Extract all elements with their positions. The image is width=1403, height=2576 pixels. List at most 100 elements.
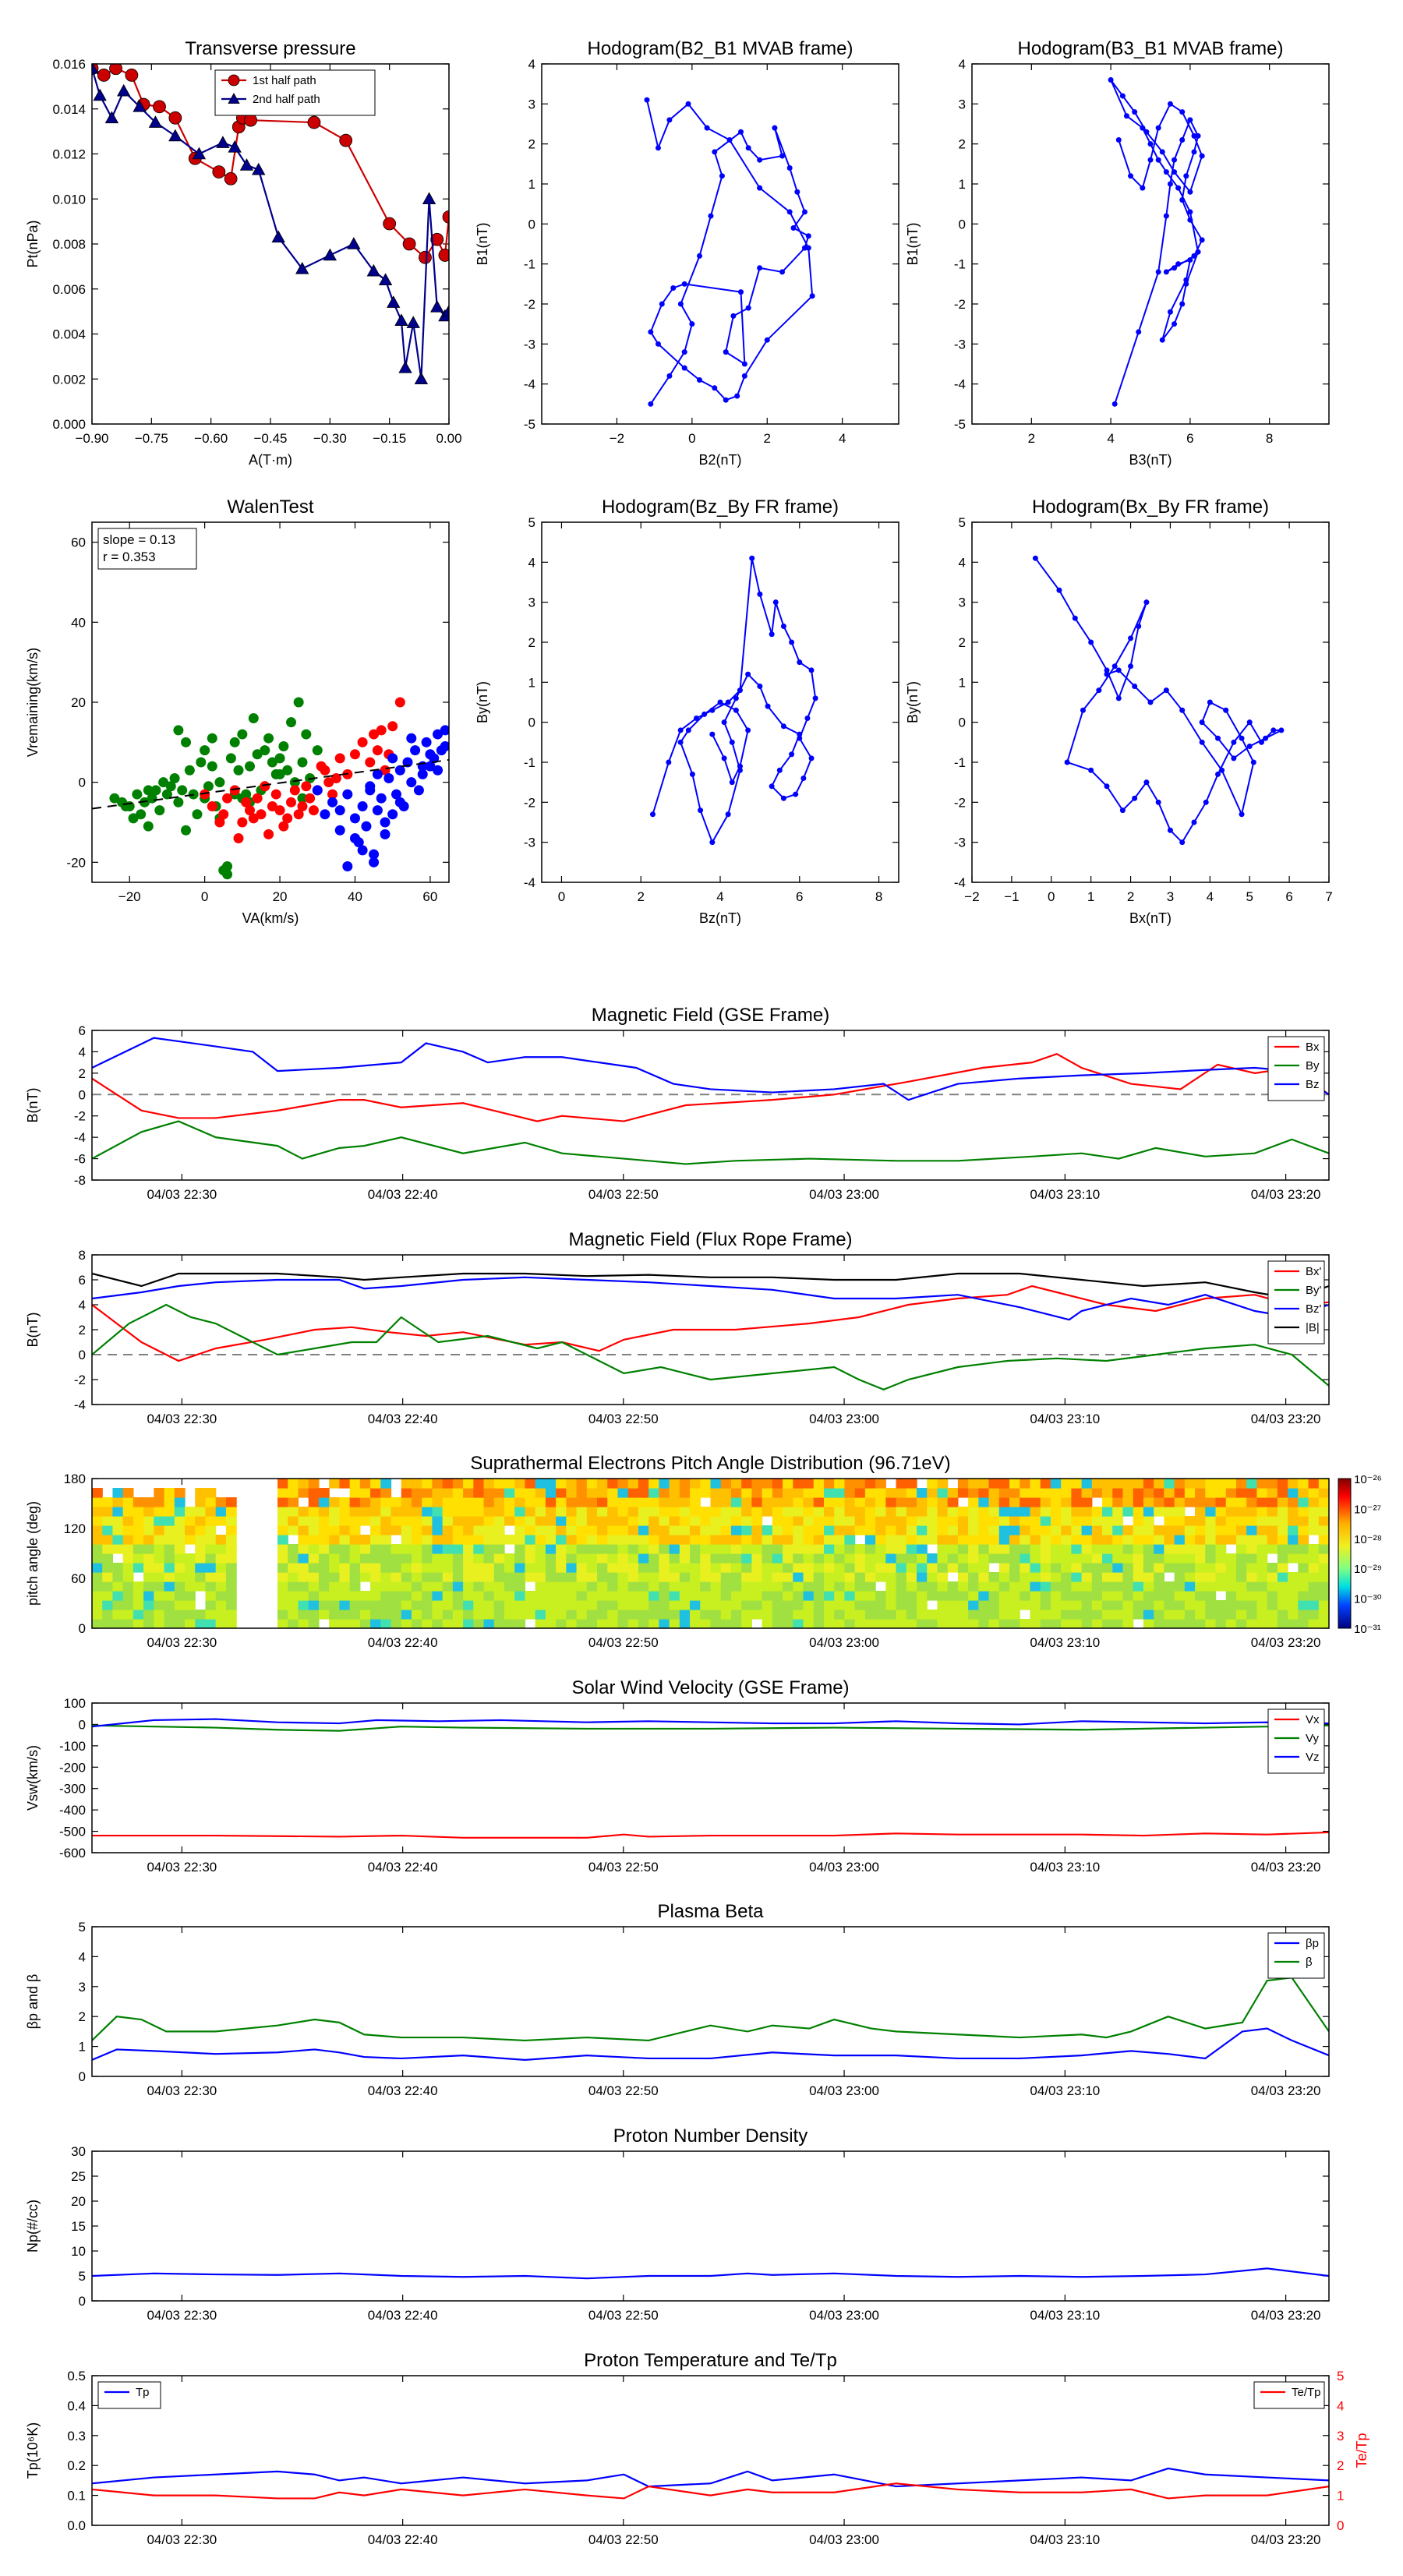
heatmap-cell bbox=[1225, 1516, 1237, 1526]
data-point bbox=[334, 805, 345, 816]
heatmap-cell bbox=[1318, 1619, 1329, 1628]
heatmap-cell bbox=[154, 1619, 165, 1628]
heatmap-cell bbox=[215, 1516, 227, 1526]
heatmap-cell bbox=[1050, 1600, 1062, 1610]
x-tick-label: −20 bbox=[118, 889, 141, 904]
data-point bbox=[278, 821, 289, 832]
heatmap-cell bbox=[864, 1488, 876, 1498]
data-point bbox=[1159, 337, 1165, 343]
heatmap-cell bbox=[1102, 1488, 1113, 1498]
heatmap-cell bbox=[1298, 1563, 1309, 1573]
heatmap-cell bbox=[370, 1572, 381, 1582]
data-point bbox=[406, 733, 417, 744]
heatmap-cell bbox=[669, 1516, 680, 1526]
legend-label: Bx' bbox=[1306, 1265, 1322, 1278]
heatmap-cell bbox=[762, 1479, 773, 1489]
heatmap-cell bbox=[875, 1488, 886, 1498]
heatmap-cell bbox=[968, 1497, 979, 1507]
heatmap-cell bbox=[1308, 1610, 1320, 1620]
heatmap-cell bbox=[793, 1600, 804, 1610]
heatmap-cell bbox=[1277, 1610, 1288, 1620]
heatmap-cell bbox=[1102, 1581, 1113, 1592]
heatmap-cell bbox=[1009, 1479, 1020, 1489]
data-point bbox=[808, 667, 815, 673]
heatmap-cell bbox=[1091, 1525, 1103, 1535]
heatmap-cell bbox=[215, 1497, 227, 1507]
heatmap-cell bbox=[1091, 1507, 1103, 1517]
heatmap-cell bbox=[1184, 1488, 1196, 1498]
heatmap-cell bbox=[514, 1581, 526, 1592]
heatmap-cell bbox=[1133, 1488, 1144, 1498]
heatmap-cell bbox=[1020, 1516, 1031, 1526]
legend-label: Vx bbox=[1306, 1713, 1320, 1726]
x-tick-label: 04/03 23:10 bbox=[1030, 2532, 1100, 2547]
data-point bbox=[440, 740, 449, 751]
heatmap-cell bbox=[380, 1553, 392, 1564]
heatmap-cell bbox=[504, 1591, 515, 1601]
heatmap-cell bbox=[1133, 1516, 1144, 1526]
heatmap-cell bbox=[597, 1591, 608, 1601]
data-point bbox=[779, 153, 786, 159]
chart-transverse_pressure: Transverse pressure0.0000.0020.0040.0060… bbox=[25, 38, 462, 468]
chart-title: Hodogram(Bz_By FR frame) bbox=[602, 496, 839, 518]
data-point bbox=[307, 115, 321, 129]
heatmap-cell bbox=[957, 1488, 969, 1498]
data-point bbox=[369, 849, 380, 860]
heatmap-cell bbox=[205, 1619, 217, 1628]
heatmap-cell bbox=[917, 1544, 928, 1554]
data-point bbox=[440, 725, 449, 736]
heatmap-cell bbox=[586, 1610, 598, 1620]
heatmap-cell bbox=[514, 1497, 526, 1507]
heatmap-cell bbox=[793, 1525, 804, 1535]
heatmap-cell bbox=[1071, 1563, 1083, 1573]
data-point bbox=[425, 749, 436, 760]
heatmap-cell bbox=[1298, 1507, 1309, 1517]
heatmap-cell bbox=[793, 1581, 804, 1592]
heatmap-cell bbox=[906, 1581, 917, 1592]
heatmap-cell bbox=[1133, 1507, 1144, 1517]
heatmap-cell bbox=[1195, 1516, 1206, 1526]
heatmap-cell bbox=[823, 1572, 835, 1582]
heatmap-cell bbox=[164, 1535, 175, 1545]
x-tick-label: 04/03 23:20 bbox=[1251, 2308, 1321, 2323]
heatmap-cell bbox=[504, 1619, 515, 1628]
heatmap-cell bbox=[329, 1572, 340, 1582]
heatmap-cell bbox=[566, 1553, 578, 1564]
heatmap-cell bbox=[164, 1563, 175, 1573]
heatmap-cell bbox=[359, 1535, 371, 1545]
heatmap-cell bbox=[1102, 1563, 1113, 1573]
heatmap-cell bbox=[1298, 1535, 1309, 1545]
heatmap-cell bbox=[1061, 1479, 1072, 1489]
heatmap-cell bbox=[586, 1572, 598, 1582]
heatmap-cell bbox=[720, 1572, 732, 1582]
heatmap-cell bbox=[1174, 1600, 1186, 1610]
heatmap-cell bbox=[1256, 1497, 1268, 1507]
heatmap-cell bbox=[205, 1535, 217, 1545]
heatmap-cell bbox=[823, 1591, 835, 1601]
heatmap-cell bbox=[1235, 1507, 1247, 1517]
heatmap-cell bbox=[607, 1488, 619, 1498]
heatmap-cell bbox=[864, 1516, 876, 1526]
y-tick-label: 0.002 bbox=[52, 372, 86, 387]
heatmap-cell bbox=[1267, 1497, 1278, 1507]
data-point bbox=[394, 313, 408, 326]
heatmap-cell bbox=[741, 1600, 752, 1610]
heatmap-cell bbox=[525, 1553, 536, 1564]
heatmap-cell bbox=[627, 1497, 639, 1507]
heatmap-cell bbox=[1164, 1507, 1175, 1517]
heatmap-cell bbox=[401, 1525, 412, 1535]
y-tick-label: 1 bbox=[79, 2040, 86, 2055]
heatmap-cell bbox=[473, 1535, 485, 1545]
heatmap-cell bbox=[607, 1479, 619, 1489]
heatmap-cell bbox=[411, 1553, 422, 1564]
heatmap-cell bbox=[638, 1563, 649, 1573]
heatmap-cell bbox=[288, 1619, 299, 1628]
heatmap-cell bbox=[947, 1581, 959, 1592]
data-point bbox=[1167, 101, 1173, 107]
data-point bbox=[207, 800, 217, 811]
heatmap-cell bbox=[1256, 1544, 1268, 1554]
heatmap-cell bbox=[937, 1610, 949, 1620]
heatmap-cell bbox=[864, 1591, 876, 1601]
heatmap-cell bbox=[473, 1600, 485, 1610]
heatmap-cell bbox=[556, 1572, 567, 1582]
